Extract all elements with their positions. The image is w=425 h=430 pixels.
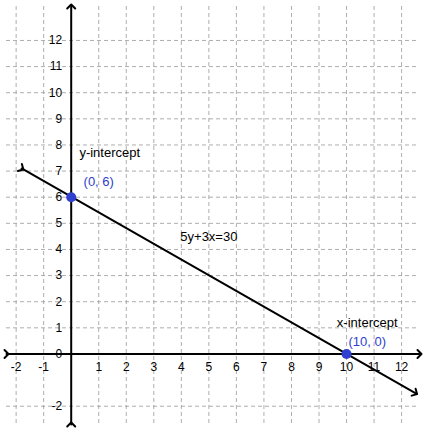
svg-text:-2: -2 [11, 360, 22, 374]
svg-text:10: 10 [340, 360, 354, 374]
svg-text:x-intercept: x-intercept [337, 315, 398, 330]
svg-text:4: 4 [178, 360, 185, 374]
svg-text:12: 12 [49, 33, 63, 47]
svg-text:y-intercept: y-intercept [79, 145, 140, 160]
svg-text:8: 8 [288, 360, 295, 374]
svg-text:5: 5 [56, 216, 63, 230]
svg-text:9: 9 [56, 112, 63, 126]
svg-text:1: 1 [95, 360, 102, 374]
svg-text:3: 3 [150, 360, 157, 374]
svg-text:12: 12 [395, 360, 409, 374]
svg-text:6: 6 [55, 190, 63, 205]
svg-text:2: 2 [123, 360, 130, 374]
svg-text:8: 8 [56, 138, 63, 152]
svg-text:1: 1 [56, 321, 63, 335]
svg-text:0: 0 [56, 347, 63, 361]
svg-text:2: 2 [56, 295, 63, 309]
svg-text:9: 9 [316, 360, 323, 374]
svg-text:3: 3 [56, 268, 63, 282]
svg-text:(0, 6): (0, 6) [84, 174, 114, 189]
svg-text:5y+3x=30: 5y+3x=30 [180, 229, 237, 244]
svg-text:5: 5 [206, 360, 213, 374]
svg-text:7: 7 [261, 360, 268, 374]
svg-text:6: 6 [233, 360, 240, 374]
svg-text:-2: -2 [52, 399, 63, 413]
svg-text:11: 11 [50, 59, 63, 73]
svg-text:4: 4 [56, 242, 63, 256]
svg-text:-1: -1 [38, 360, 49, 374]
svg-text:(10, 0): (10, 0) [348, 334, 386, 349]
svg-text:11: 11 [367, 359, 381, 374]
svg-text:10: 10 [49, 86, 63, 100]
svg-text:7: 7 [56, 164, 63, 178]
